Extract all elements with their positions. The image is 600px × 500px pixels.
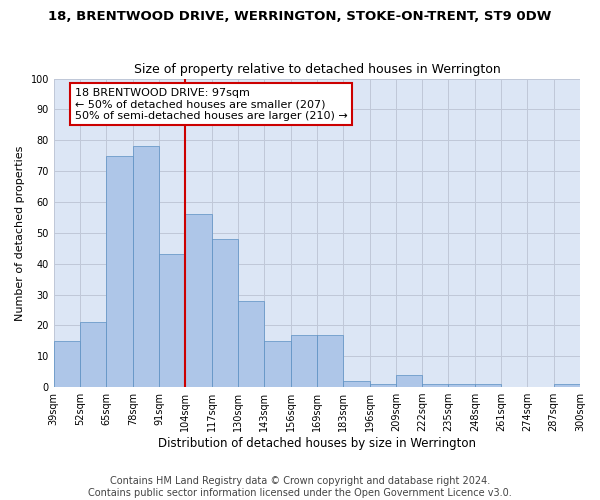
Bar bbox=[370, 384, 396, 387]
Bar bbox=[264, 341, 290, 387]
X-axis label: Distribution of detached houses by size in Werrington: Distribution of detached houses by size … bbox=[158, 437, 476, 450]
Bar bbox=[212, 239, 238, 387]
Bar bbox=[343, 381, 370, 387]
Bar bbox=[185, 214, 212, 387]
Y-axis label: Number of detached properties: Number of detached properties bbox=[15, 145, 25, 320]
Text: Contains HM Land Registry data © Crown copyright and database right 2024.
Contai: Contains HM Land Registry data © Crown c… bbox=[88, 476, 512, 498]
Bar bbox=[54, 341, 80, 387]
Bar bbox=[290, 334, 317, 387]
Bar bbox=[396, 374, 422, 387]
Bar bbox=[106, 156, 133, 387]
Bar bbox=[422, 384, 448, 387]
Bar bbox=[159, 254, 185, 387]
Text: 18, BRENTWOOD DRIVE, WERRINGTON, STOKE-ON-TRENT, ST9 0DW: 18, BRENTWOOD DRIVE, WERRINGTON, STOKE-O… bbox=[49, 10, 551, 23]
Bar bbox=[238, 300, 264, 387]
Title: Size of property relative to detached houses in Werrington: Size of property relative to detached ho… bbox=[134, 63, 500, 76]
Bar bbox=[133, 146, 159, 387]
Bar bbox=[80, 322, 106, 387]
Bar bbox=[448, 384, 475, 387]
Text: 18 BRENTWOOD DRIVE: 97sqm
← 50% of detached houses are smaller (207)
50% of semi: 18 BRENTWOOD DRIVE: 97sqm ← 50% of detac… bbox=[75, 88, 347, 121]
Bar bbox=[554, 384, 580, 387]
Bar bbox=[317, 334, 343, 387]
Bar bbox=[475, 384, 501, 387]
